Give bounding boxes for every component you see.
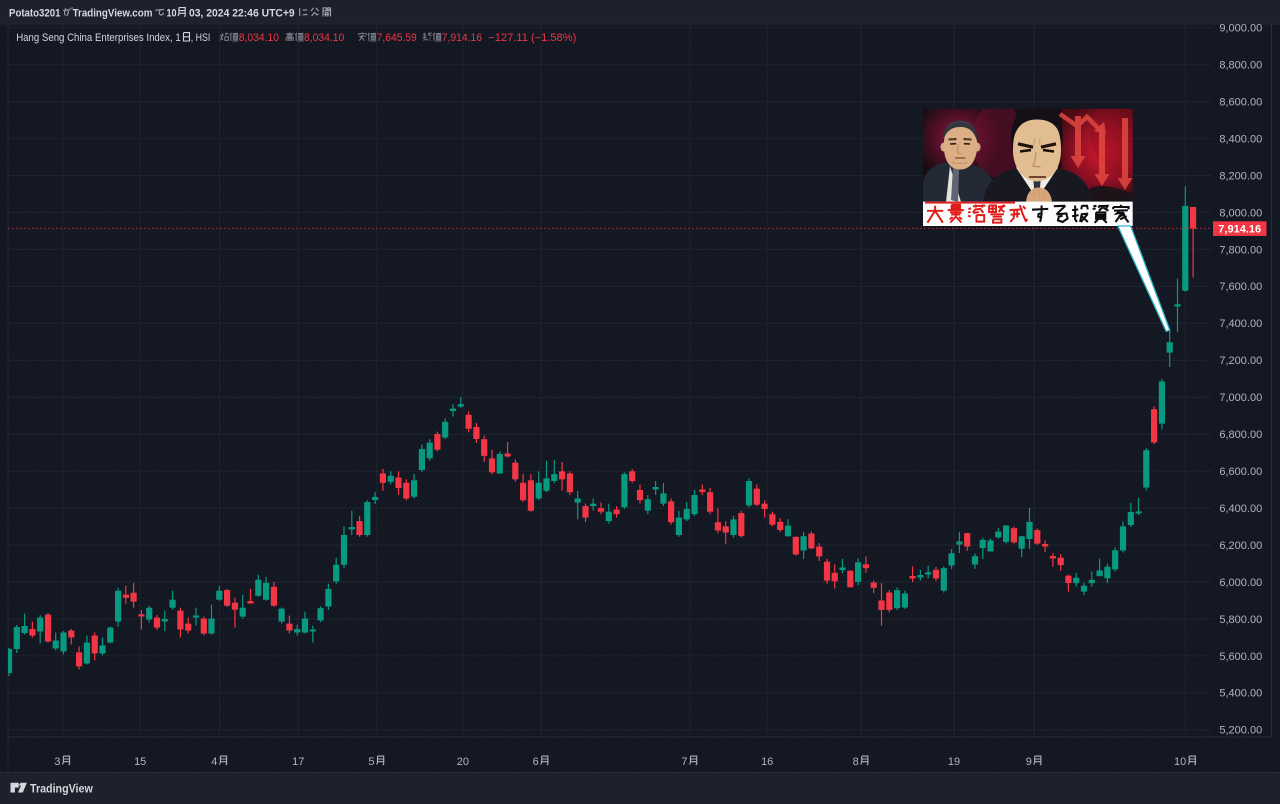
svg-text:8,000.00: 8,000.00	[1219, 207, 1262, 219]
svg-text:17: 17	[292, 756, 304, 768]
svg-text:8,400.00: 8,400.00	[1219, 134, 1262, 146]
svg-text:7,645.59: 7,645.59	[377, 32, 417, 44]
svg-text:7,600.00: 7,600.00	[1219, 281, 1262, 293]
svg-text:7,200.00: 7,200.00	[1219, 355, 1262, 367]
svg-text:9,000.00: 9,000.00	[1219, 23, 1262, 35]
svg-text:8,600.00: 8,600.00	[1219, 97, 1262, 109]
svg-text:6,600.00: 6,600.00	[1219, 466, 1262, 478]
svg-text:8,800.00: 8,800.00	[1219, 60, 1262, 72]
svg-text:, HSI: , HSI	[191, 32, 211, 44]
svg-text:10: 10	[1174, 756, 1186, 768]
svg-text:9: 9	[1026, 756, 1032, 768]
svg-text:Potato3201: Potato3201	[9, 8, 61, 20]
svg-text:6,800.00: 6,800.00	[1219, 429, 1262, 441]
svg-text:7: 7	[681, 756, 687, 768]
svg-text:3: 3	[54, 756, 60, 768]
svg-text:03, 2024 22:46 UTC+9: 03, 2024 22:46 UTC+9	[189, 8, 295, 20]
svg-text:8,200.00: 8,200.00	[1219, 170, 1262, 182]
svg-text:5,800.00: 5,800.00	[1219, 614, 1262, 626]
svg-text:5,600.00: 5,600.00	[1219, 651, 1262, 663]
svg-text:8: 8	[853, 756, 859, 768]
svg-text:7,400.00: 7,400.00	[1219, 318, 1262, 330]
svg-text:20: 20	[457, 756, 469, 768]
svg-text:7,800.00: 7,800.00	[1219, 244, 1262, 256]
svg-text:TradingView: TradingView	[30, 782, 93, 796]
svg-text:6,200.00: 6,200.00	[1219, 540, 1262, 552]
svg-text:TradingView.com: TradingView.com	[73, 8, 153, 20]
svg-text:7,000.00: 7,000.00	[1219, 392, 1262, 404]
svg-text:16: 16	[761, 756, 773, 768]
svg-text:8,034.10: 8,034.10	[304, 32, 344, 44]
svg-text:15: 15	[134, 756, 146, 768]
svg-text:5,200.00: 5,200.00	[1219, 725, 1262, 737]
svg-text:8,034.10: 8,034.10	[239, 32, 279, 44]
svg-text:Hang Seng China Enterprises In: Hang Seng China Enterprises Index, 1	[16, 32, 181, 44]
svg-text:6,400.00: 6,400.00	[1219, 503, 1262, 515]
svg-text:4: 4	[211, 756, 217, 768]
svg-text:10: 10	[167, 8, 177, 20]
svg-text:5,400.00: 5,400.00	[1219, 688, 1262, 700]
svg-text:−127.11 (−1.58%): −127.11 (−1.58%)	[488, 32, 576, 44]
svg-text:7,914.16: 7,914.16	[442, 32, 482, 44]
svg-text:19: 19	[948, 756, 960, 768]
svg-text:5: 5	[368, 756, 374, 768]
svg-text:6,000.00: 6,000.00	[1219, 577, 1262, 589]
svg-text:7,914.16: 7,914.16	[1218, 223, 1261, 235]
svg-text:6: 6	[533, 756, 539, 768]
